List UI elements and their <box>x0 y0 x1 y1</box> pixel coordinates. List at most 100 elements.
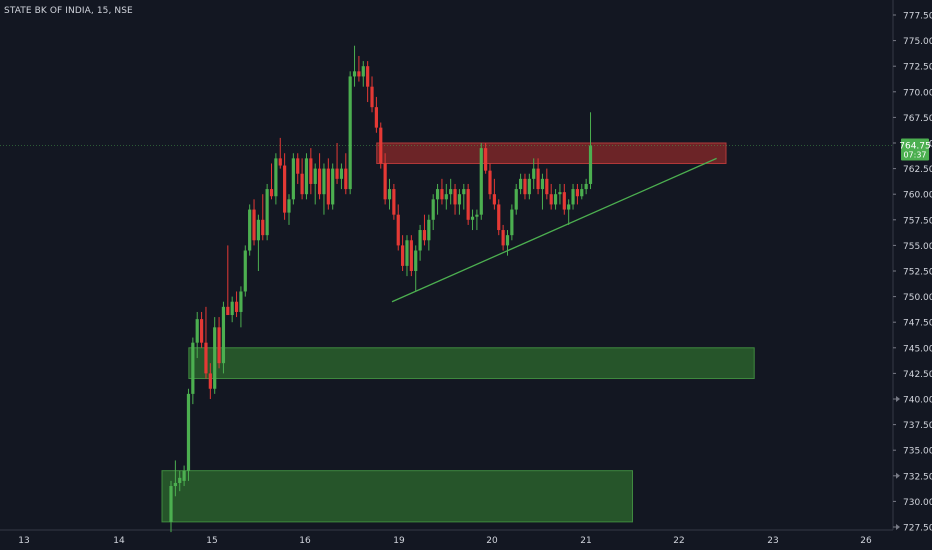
time-axis-label: 20 <box>486 536 498 546</box>
candle-body <box>352 71 357 77</box>
candle-body <box>492 194 496 205</box>
candle-body <box>335 168 339 179</box>
time-axis-label: 13 <box>18 536 29 546</box>
candle-body <box>418 230 422 251</box>
time-axis-label: 22 <box>673 536 684 546</box>
candle-body <box>370 86 374 108</box>
price-axis-label: 760.00 <box>903 191 932 201</box>
candle-body <box>252 209 256 241</box>
candle-body <box>361 66 365 77</box>
candle-body <box>313 168 317 184</box>
ascending-trendline <box>391 157 717 303</box>
price-axis-label: 750.00 <box>903 293 932 303</box>
candle-body <box>208 373 212 389</box>
candle-body <box>217 327 221 364</box>
candle-body <box>339 168 344 179</box>
candle-body <box>532 168 536 179</box>
candle-body <box>470 216 475 220</box>
candle-body <box>562 192 566 210</box>
candle-body <box>322 168 326 195</box>
price-axis-marker <box>896 396 900 402</box>
candle-body <box>484 148 488 171</box>
candle-body <box>283 165 287 213</box>
candle-body <box>191 342 195 394</box>
candle-body <box>366 66 370 87</box>
candle-body <box>195 319 199 343</box>
candle-body <box>248 209 252 251</box>
candle-body <box>475 214 479 217</box>
price-axis-marker <box>896 524 900 530</box>
candle-body <box>199 319 204 343</box>
time-axis-label: 16 <box>299 536 311 546</box>
candle-body <box>409 240 413 271</box>
candle-body <box>287 199 291 213</box>
candle-body <box>317 168 322 195</box>
candle-body <box>265 189 269 236</box>
price-axis-label: 755.00 <box>903 242 932 252</box>
candle-body <box>488 170 492 195</box>
last-price-tag <box>901 138 929 161</box>
candle-body <box>173 482 177 487</box>
price-axis-label: 775.00 <box>903 37 932 47</box>
candle-body <box>505 235 510 246</box>
candle-body <box>479 148 483 215</box>
price-axis-label: 762.50 <box>903 165 932 175</box>
candle-body <box>374 107 378 128</box>
candle-body <box>545 178 549 195</box>
last-price-label: 764.75 <box>899 142 931 152</box>
candle-body <box>304 158 309 195</box>
price-axis-label: 770.00 <box>903 88 932 98</box>
time-axis-label: 21 <box>580 536 591 546</box>
candle-body <box>243 250 247 292</box>
candle-body <box>348 76 352 190</box>
candle-body <box>457 194 462 205</box>
candle-body <box>523 178 527 195</box>
candle-body <box>296 158 300 174</box>
resistance-zone <box>376 142 727 164</box>
time-axis-label: 14 <box>113 536 125 546</box>
candle-body <box>580 189 584 197</box>
candle-body <box>431 199 435 220</box>
candle-body <box>536 168 540 190</box>
candle-body <box>444 194 448 200</box>
candle-body <box>427 219 431 241</box>
candle-body <box>540 178 545 190</box>
candle-body <box>466 189 470 220</box>
candle-body <box>300 173 304 195</box>
price-axis-label: 747.50 <box>903 319 932 329</box>
candle-body <box>331 168 335 205</box>
candle-body <box>274 158 278 197</box>
candle-body <box>401 245 405 266</box>
time-axis-label: 15 <box>206 536 217 546</box>
candle-body <box>213 327 217 389</box>
candle-body <box>558 192 562 195</box>
candle-body <box>588 145 593 184</box>
price-axis-marker <box>896 472 900 479</box>
candle-body <box>256 219 260 241</box>
candle-body <box>261 219 265 236</box>
candle-body <box>497 204 501 231</box>
price-axis-label: 740.00 <box>903 396 932 406</box>
price-axis-label: 752.50 <box>903 268 932 278</box>
candle-body <box>449 189 453 195</box>
candle-body <box>269 189 274 197</box>
candle-body <box>186 393 191 471</box>
candle-body <box>462 189 466 195</box>
candle-body <box>226 306 230 316</box>
candle-body <box>435 189 440 200</box>
support-zone <box>188 347 755 380</box>
time-axis-label: 26 <box>860 536 872 546</box>
price-axis-label: 777.50 <box>903 12 932 22</box>
candle-body <box>567 204 571 210</box>
candle-body <box>344 168 348 190</box>
candle-body <box>239 291 243 312</box>
candle-body <box>182 470 186 481</box>
candle-body <box>379 127 383 164</box>
time-axis-label: 19 <box>393 536 405 546</box>
price-axis-label: 730.00 <box>903 498 932 508</box>
candle-body <box>549 194 553 205</box>
candle-body <box>405 240 409 266</box>
price-axis-label: 757.50 <box>903 216 932 226</box>
candle-body <box>553 194 558 205</box>
